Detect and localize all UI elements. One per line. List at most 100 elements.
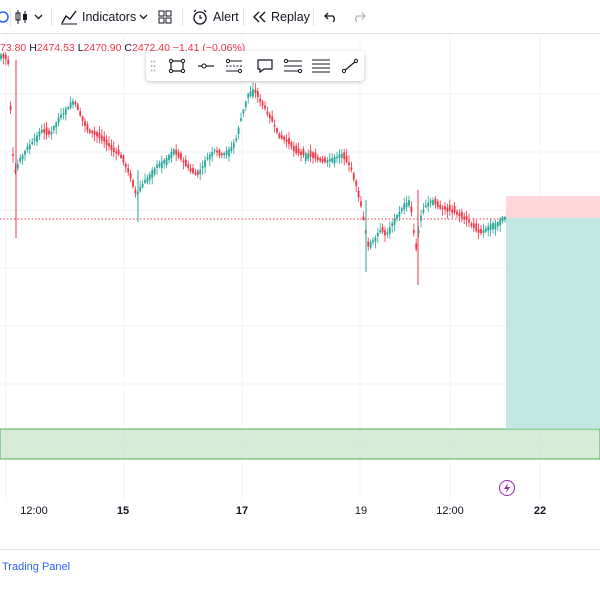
candle-body (379, 229, 382, 233)
candle-body (220, 153, 223, 156)
candle-body (484, 228, 487, 232)
candle-body (216, 150, 218, 153)
candle-body (199, 169, 202, 175)
open-value: 73.80 (0, 42, 27, 54)
fib-retracement-icon[interactable] (282, 56, 304, 76)
chart-type-chevron-down-icon[interactable] (34, 0, 43, 34)
candle-body (261, 101, 264, 106)
horizontal-ray-icon[interactable] (195, 56, 217, 76)
candle-body (362, 216, 365, 220)
candle-body (376, 232, 379, 237)
candle-body (36, 135, 38, 143)
trading-panel-tab[interactable]: Trading Panel (2, 561, 71, 573)
candle-body (103, 136, 106, 142)
candle-body (127, 168, 130, 173)
time-tick: 22 (533, 505, 547, 517)
candle-body (21, 155, 24, 160)
candle-body (160, 161, 163, 169)
candle-body (252, 89, 254, 97)
candle-body (482, 230, 485, 233)
candle-body (499, 219, 502, 226)
candle-body (98, 132, 101, 139)
candle-body (264, 105, 266, 109)
rectangle-icon[interactable] (166, 56, 188, 76)
candle-body (319, 158, 322, 161)
toolbar-divider (182, 8, 183, 26)
candle-body (374, 237, 377, 242)
candle-body (19, 157, 22, 162)
candle-body (333, 156, 336, 164)
fib-levels-icon[interactable] (310, 56, 332, 76)
stop-loss-zone[interactable] (506, 196, 600, 218)
candle-body (93, 130, 96, 135)
candle-body (321, 158, 324, 163)
indicators-button[interactable]: Indicators (60, 0, 136, 34)
candle-body (446, 207, 449, 212)
candle-body (259, 98, 262, 102)
candle-body (249, 91, 252, 96)
layouts-grid-icon[interactable] (158, 0, 172, 34)
candle-body (129, 172, 132, 179)
lightning-event-icon[interactable] (499, 480, 515, 496)
candle-body (441, 207, 444, 210)
candle-body (62, 112, 65, 115)
candle-body (297, 148, 300, 154)
time-tick: 17 (235, 505, 249, 517)
green-zone-rectangle[interactable] (0, 428, 600, 460)
time-tick: 12:00 (20, 505, 48, 517)
candle-body (424, 205, 427, 208)
indicators-icon (61, 10, 77, 25)
candle-body (460, 211, 463, 218)
candle-body (163, 159, 166, 164)
candle-body (444, 206, 446, 210)
candle-body (328, 158, 331, 162)
candle-body (38, 131, 41, 137)
candles-chart-type-icon[interactable] (15, 0, 29, 34)
redo-icon[interactable] (352, 0, 366, 34)
candle-body (288, 138, 290, 145)
take-profit-zone[interactable] (506, 218, 600, 429)
candle-body (475, 223, 478, 232)
candle-body (295, 145, 298, 154)
candle-body (458, 213, 461, 217)
indicators-label: Indicators (82, 10, 137, 24)
candle-body (84, 121, 86, 126)
candle-body (302, 149, 305, 156)
candle-body (316, 156, 319, 161)
candle-body (463, 216, 466, 220)
candle-body (412, 230, 415, 234)
drag-handle-icon[interactable] (146, 56, 160, 76)
callout-icon[interactable] (254, 56, 276, 76)
trend-line-icon[interactable] (339, 56, 361, 76)
candle-body (355, 180, 358, 187)
candle-body (230, 147, 233, 151)
time-tick: 15 (116, 505, 130, 517)
candle-body (350, 167, 353, 170)
candle-body (369, 242, 372, 248)
candle-body (194, 172, 197, 175)
alert-label: Alert (213, 10, 239, 24)
candle-body (40, 129, 43, 133)
candle-body (427, 202, 430, 207)
candle-body (43, 129, 46, 133)
candle-body (48, 130, 50, 135)
candle-body (384, 230, 386, 236)
candle-body (247, 93, 250, 99)
candle-body (14, 169, 17, 173)
undo-icon[interactable] (324, 0, 338, 34)
time-axis[interactable]: 12:00 15 17 19 12:00 22 (0, 500, 600, 534)
price-chart[interactable] (0, 35, 600, 500)
candle-body (240, 118, 242, 121)
candle-body (331, 157, 334, 162)
symbol-search-icon[interactable] (0, 0, 10, 34)
parallel-channel-icon[interactable] (223, 56, 245, 76)
candle-body (403, 203, 406, 210)
indicators-chevron-down-icon[interactable] (139, 0, 148, 34)
candle-body (391, 223, 394, 227)
candle-body (110, 144, 113, 151)
alert-button[interactable]: Alert (192, 0, 239, 34)
replay-button[interactable]: Replay (252, 0, 310, 34)
candle-body (139, 186, 142, 192)
candle-body (439, 205, 442, 209)
candle-body (81, 116, 84, 121)
